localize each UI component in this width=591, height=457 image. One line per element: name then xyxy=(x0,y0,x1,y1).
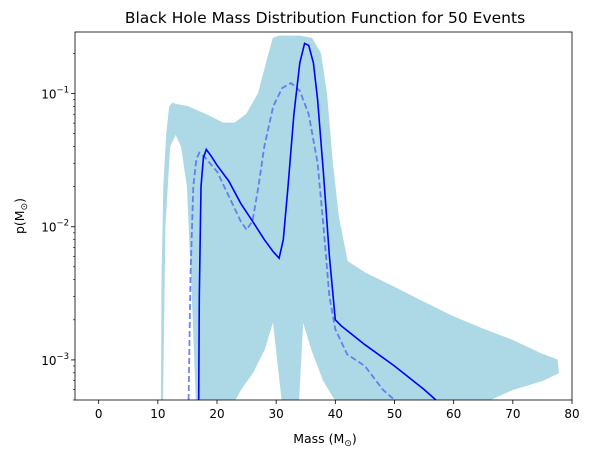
x-tick-label: 60 xyxy=(446,407,461,421)
y-axis-label: p(M⊙) xyxy=(12,198,30,234)
x-tick-label: 0 xyxy=(95,407,103,421)
chart-title: Black Hole Mass Distribution Function fo… xyxy=(125,9,525,27)
x-tick-label: 80 xyxy=(564,407,579,421)
y-axis-ticks: 10−3 10−2 10−1 xyxy=(41,53,75,401)
plot-frame xyxy=(74,31,573,401)
x-axis-ticks: 0 10 20 30 40 50 60 70 80 xyxy=(95,400,580,421)
x-tick-label: 40 xyxy=(328,407,343,421)
x-tick-label: 30 xyxy=(269,407,284,421)
posterior-samples-band xyxy=(160,35,559,400)
y-tick-label: 10−2 xyxy=(41,219,69,235)
dashed-series-line xyxy=(187,81,396,400)
x-tick-label: 10 xyxy=(150,407,165,421)
x-tick-label: 70 xyxy=(505,407,520,421)
x-tick-label: 50 xyxy=(387,407,402,421)
y-tick-label: 10−1 xyxy=(41,86,69,102)
y-tick-label: 10−3 xyxy=(41,352,69,368)
x-tick-label: 20 xyxy=(209,407,224,421)
x-axis-label: Mass (M⊙) xyxy=(293,431,357,449)
plot-area xyxy=(74,31,573,401)
median-series-line xyxy=(197,42,437,400)
